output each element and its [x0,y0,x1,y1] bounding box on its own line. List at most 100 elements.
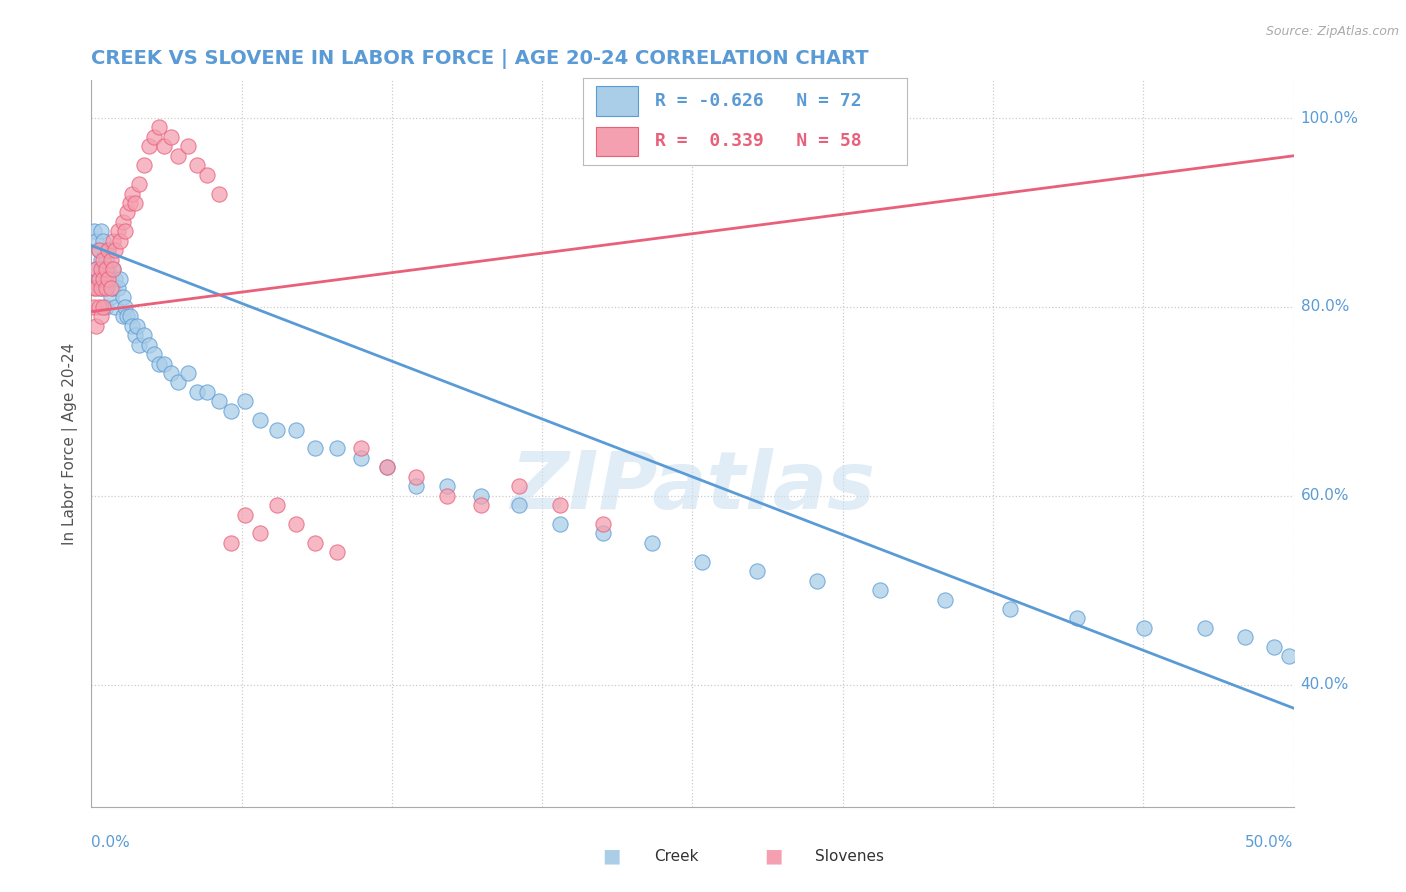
Point [90,310,112,324]
Point [93,234,115,248]
Point [869,583,891,598]
Bar [596,127,638,156]
Point [117,205,139,219]
Point [117,310,139,324]
Point [111,290,134,304]
Point [640,536,662,550]
Point [114,300,136,314]
Point [233,508,256,522]
Point [87,244,110,258]
Point [436,479,458,493]
Text: 40.0%: 40.0% [1301,677,1348,692]
Point [87,244,110,258]
Point [138,337,160,351]
Point [101,234,124,248]
Point [405,479,427,493]
Point [83,224,105,238]
Point [159,130,181,145]
Point [121,318,143,333]
Point [128,177,150,191]
Point [284,423,307,437]
Point [101,262,124,277]
Text: 100.0%: 100.0% [1301,111,1358,126]
Point [94,281,117,295]
Point [249,413,271,427]
Point [375,460,398,475]
Point [83,300,105,314]
Text: ZIPatlas: ZIPatlas [510,449,875,526]
Point [104,244,127,258]
Point [101,281,124,295]
Point [110,234,132,248]
Point [100,271,122,285]
Text: CREEK VS SLOVENE IN LABOR FORCE | AGE 20-24 CORRELATION CHART: CREEK VS SLOVENE IN LABOR FORCE | AGE 20… [91,48,869,69]
Point [592,526,614,541]
Point [1194,621,1216,635]
Point [375,460,398,475]
Point [114,224,136,238]
Point [1066,611,1088,625]
Point [134,158,156,172]
Point [304,442,326,456]
Point [104,300,127,314]
Point [508,479,530,493]
Point [107,281,129,295]
Text: ■: ■ [602,847,621,866]
Point [83,281,105,295]
Point [176,366,198,380]
Point [87,271,110,285]
Point [101,262,124,277]
Point [186,384,208,399]
Point [747,564,769,578]
Point [148,120,170,135]
Point [94,252,117,267]
Point [100,290,122,304]
Text: 0.0%: 0.0% [91,836,131,850]
Point [350,442,373,456]
Point [124,328,146,343]
Point [90,262,112,277]
Text: 60.0%: 60.0% [1301,488,1348,503]
Point [350,450,373,465]
Point [436,489,458,503]
Point [87,281,110,295]
Point [94,271,117,285]
Point [142,130,165,145]
Point [806,574,828,588]
Point [97,271,120,285]
Text: ■: ■ [763,847,783,866]
Point [84,262,107,277]
Point [592,516,614,531]
Point [219,403,242,417]
Point [90,252,112,267]
Y-axis label: In Labor Force | Age 20-24: In Labor Force | Age 20-24 [62,343,77,545]
Point [107,224,129,238]
Text: Creek: Creek [654,849,699,863]
Point [118,196,141,211]
Point [176,139,198,153]
Bar [596,87,638,116]
Point [118,310,141,324]
Point [104,271,127,285]
Point [142,347,165,361]
Point [138,139,160,153]
Point [90,281,112,295]
Point [304,536,326,550]
Point [325,442,347,456]
Point [470,498,492,512]
Point [405,470,427,484]
Point [93,262,115,277]
Point [548,516,571,531]
Point [152,139,174,153]
Point [90,224,112,238]
Point [186,158,208,172]
Point [97,244,120,258]
Point [100,252,122,267]
Point [87,271,110,285]
Point [93,252,115,267]
Point [266,423,288,437]
Point [84,281,107,295]
Text: 80.0%: 80.0% [1301,300,1348,314]
Point [167,149,190,163]
Point [167,376,190,390]
